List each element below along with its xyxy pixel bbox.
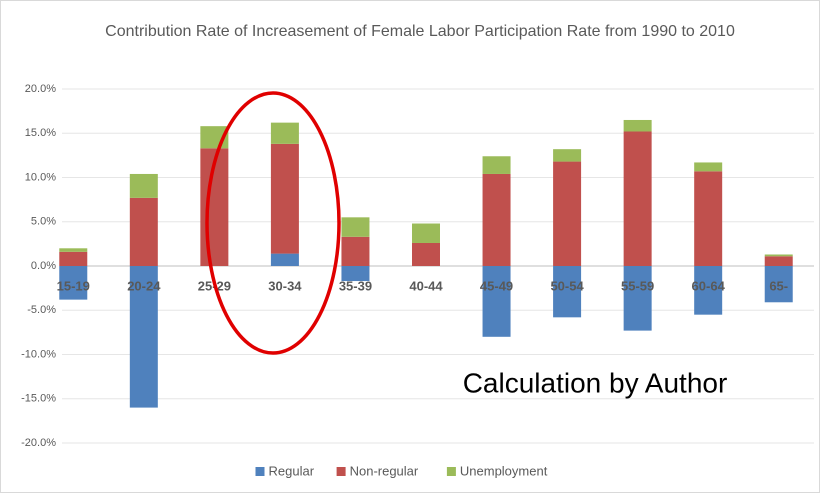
bar-segment (59, 251, 88, 266)
bar-segment (764, 254, 793, 257)
bar-segment (129, 197, 158, 266)
y-tick-label: -20.0% (21, 437, 56, 449)
y-tick-label: -15.0% (21, 393, 56, 405)
y-tick-label: 0.0% (31, 260, 56, 272)
x-tick-label: 60-64 (692, 278, 726, 293)
y-tick-label: -10.0% (21, 348, 56, 360)
bar-segment (270, 253, 299, 266)
y-tick-label: 20.0% (25, 83, 56, 95)
y-tick-label: 15.0% (25, 127, 56, 139)
y-tick-label: -5.0% (27, 304, 56, 316)
bar-segment (341, 236, 370, 266)
bar-segment (623, 131, 652, 266)
y-tick-label: 5.0% (31, 216, 56, 228)
x-tick-label: 30-34 (268, 278, 302, 293)
bar-segment (553, 161, 582, 266)
bar-segment (623, 119, 652, 132)
legend-label: Non-regular (350, 463, 419, 478)
bar-segment (553, 266, 582, 318)
legend-label: Unemployment (460, 463, 548, 478)
y-tick-label: 10.0% (25, 171, 56, 183)
legend-label: Regular (269, 463, 315, 478)
legend-swatch (255, 467, 265, 476)
bar-segment (129, 266, 158, 408)
bar-segment (623, 266, 652, 331)
legend-swatch (336, 467, 346, 476)
bar-segment (694, 162, 723, 172)
x-tick-label: 15-19 (57, 278, 90, 293)
bar-segment (59, 248, 88, 252)
x-tick-label: 65- (769, 278, 788, 293)
x-tick-label: 45-49 (480, 278, 513, 293)
bar-segment (412, 223, 440, 243)
annotation: Calculation by Author (463, 367, 728, 398)
bar-segment (482, 266, 511, 337)
bar-segment (412, 242, 440, 266)
bar-segment (59, 266, 88, 300)
highlight-ellipse (205, 91, 341, 355)
bar-segment (764, 266, 793, 303)
x-tick-label: 50-54 (550, 278, 584, 293)
bar-segment (270, 143, 299, 254)
chart-title: Contribution Rate of Increasement of Fem… (105, 23, 735, 40)
x-tick-label: 40-44 (409, 278, 443, 293)
x-tick-label: 20-24 (127, 278, 161, 293)
x-tick-label: 55-59 (621, 278, 654, 293)
bar-segment (553, 149, 582, 162)
x-tick-label: 35-39 (339, 278, 372, 293)
bar-segment (482, 156, 511, 174)
bar-segment (341, 266, 370, 282)
bar-segment (694, 266, 723, 315)
bar-segment (270, 122, 299, 144)
bar-segment (764, 256, 793, 266)
bar-segment (694, 171, 723, 266)
bar-segment (341, 217, 370, 237)
legend-swatch (446, 467, 456, 476)
bar-segment (129, 173, 158, 198)
bar-segment (482, 173, 511, 266)
